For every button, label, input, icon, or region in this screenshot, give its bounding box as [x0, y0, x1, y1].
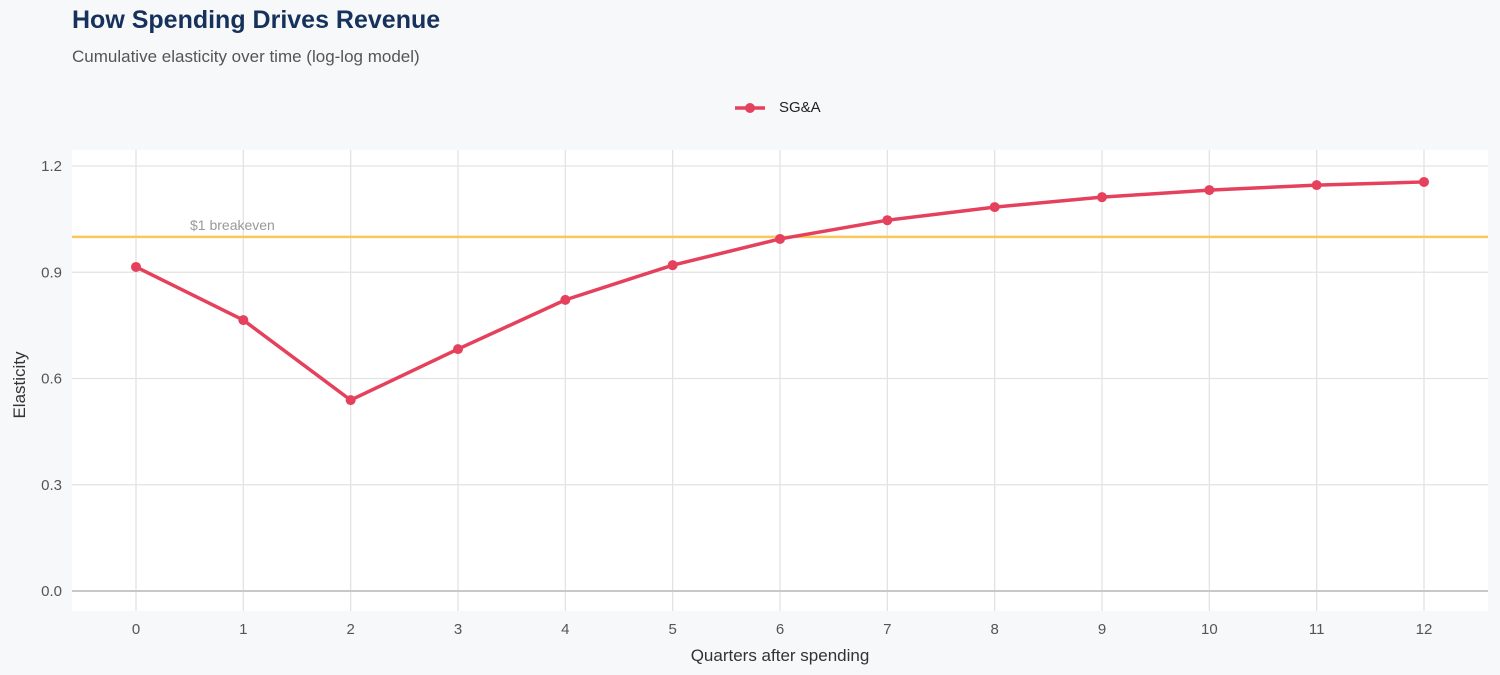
- y-tick-label: 1.2: [41, 158, 62, 175]
- data-point: [1311, 180, 1322, 191]
- y-axis-title: Elasticity: [10, 351, 29, 419]
- chart-subtitle: Cumulative elasticity over time (log-log…: [72, 47, 420, 66]
- data-point: [775, 233, 785, 244]
- x-tick-label: 10: [1201, 621, 1218, 638]
- data-point: [560, 294, 571, 305]
- x-tick-label: 7: [883, 621, 891, 638]
- data-point: [131, 261, 141, 272]
- legend-label: SG&A: [779, 99, 821, 116]
- y-tick-label: 0.0: [41, 583, 62, 600]
- y-tick-label: 0.3: [41, 477, 62, 494]
- x-tick-label: 1: [239, 621, 247, 638]
- y-tick-label: 0.6: [41, 371, 62, 388]
- data-point: [1097, 192, 1107, 203]
- x-tick-label: 6: [776, 621, 784, 638]
- legend-swatch-icon: [735, 102, 765, 113]
- legend: SG&A: [735, 99, 821, 116]
- chart-title: How Spending Drives Revenue: [72, 6, 441, 34]
- x-tick-label: 5: [668, 621, 676, 638]
- x-tick-label: 4: [561, 621, 569, 638]
- data-point: [1204, 185, 1215, 196]
- y-tick-label: 0.9: [41, 264, 62, 281]
- x-tick-label: 12: [1416, 621, 1433, 638]
- x-tick-label: 9: [1098, 621, 1106, 638]
- data-point: [882, 215, 893, 226]
- data-point: [1419, 176, 1429, 187]
- data-point: [345, 395, 356, 406]
- x-tick-label: 11: [1309, 621, 1325, 638]
- x-axis-title: Quarters after spending: [691, 646, 870, 665]
- data-point: [238, 315, 249, 326]
- x-tick-label: 2: [346, 621, 354, 638]
- x-tick-label: 3: [454, 621, 462, 638]
- x-tick-label: 8: [990, 621, 998, 638]
- breakeven-label: $1 breakeven: [190, 217, 275, 233]
- data-point: [989, 202, 1000, 213]
- data-point: [453, 344, 463, 355]
- x-tick-label: 0: [132, 621, 140, 638]
- data-point: [667, 260, 678, 271]
